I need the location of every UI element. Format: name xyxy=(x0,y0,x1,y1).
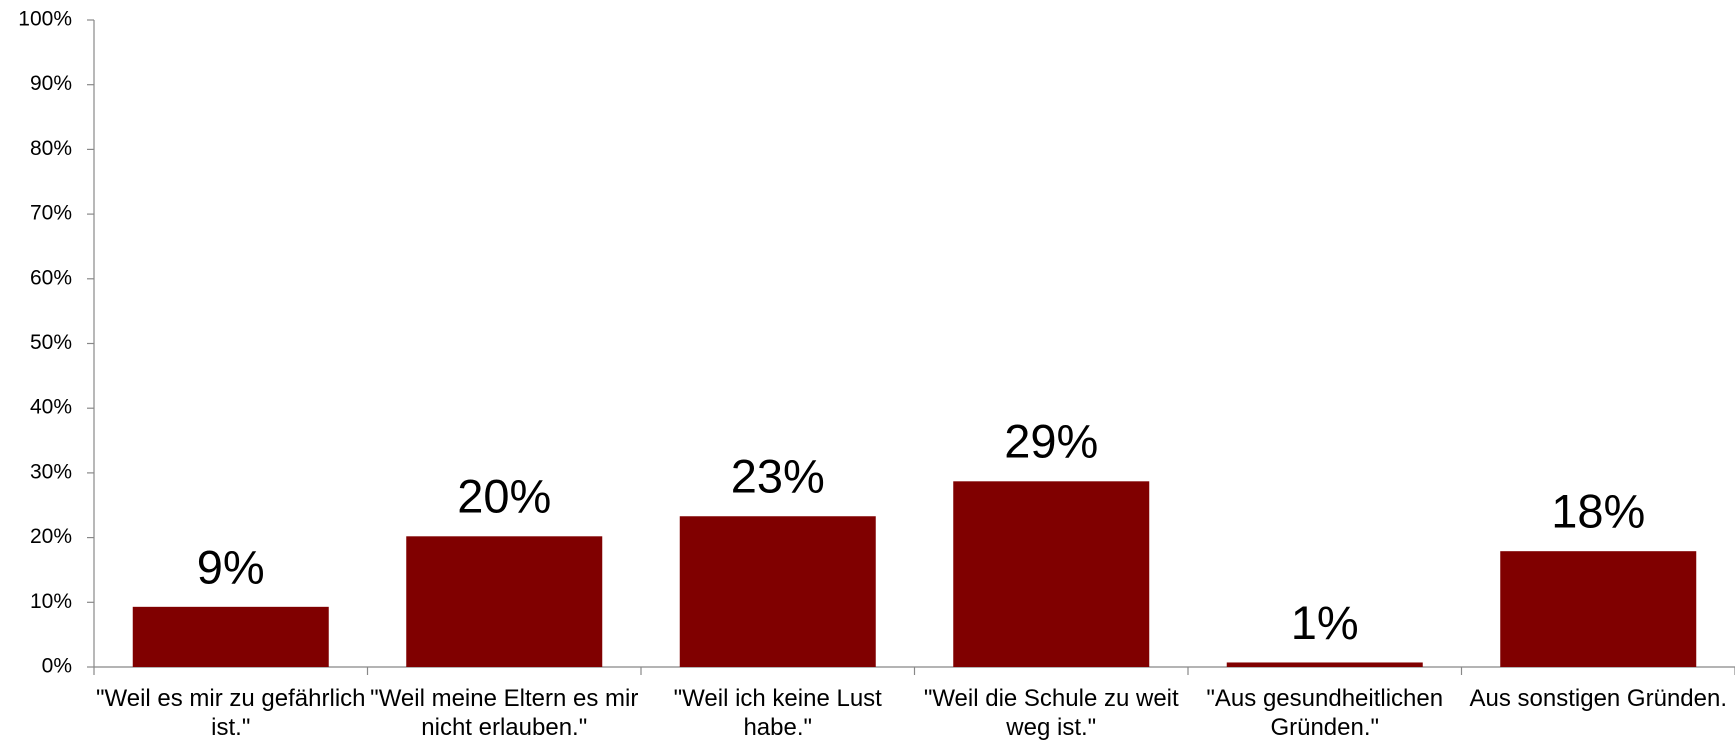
data-label: 29% xyxy=(1004,415,1098,468)
bar xyxy=(132,606,329,667)
y-tick-label: 10% xyxy=(30,590,72,613)
y-tick-label: 70% xyxy=(30,202,72,225)
y-tick-label: 30% xyxy=(30,460,72,483)
y-tick-label: 20% xyxy=(30,525,72,548)
data-label: 18% xyxy=(1551,485,1645,538)
bar xyxy=(406,536,603,667)
data-label: 1% xyxy=(1291,596,1359,649)
data-label: 20% xyxy=(457,470,551,523)
x-tick-label: "Weil ich keine Lust habe." xyxy=(673,685,882,741)
y-tick-label: 0% xyxy=(42,655,72,678)
y-tick-label: 50% xyxy=(30,331,72,354)
data-label: 23% xyxy=(731,450,825,503)
x-tick-label: "Aus gesundheitlichen Gründen." xyxy=(1206,685,1444,741)
x-tick-label: "Weil die Schule zu weit weg ist." xyxy=(923,685,1179,741)
y-tick-label: 60% xyxy=(30,266,72,289)
bar xyxy=(679,516,876,667)
y-tick-label: 80% xyxy=(30,137,72,160)
y-tick-label: 100% xyxy=(18,8,72,31)
bar xyxy=(953,481,1150,667)
x-tick-label: Aus sonstigen Gründen. xyxy=(1469,685,1728,712)
x-tick-label: "Weil es mir zu gefährlich ist." xyxy=(96,685,366,741)
y-tick-label: 90% xyxy=(30,72,72,95)
bar xyxy=(1500,551,1697,667)
bar xyxy=(1226,662,1423,667)
y-tick-label: 40% xyxy=(30,396,72,419)
data-label: 9% xyxy=(197,540,265,593)
x-tick-label: "Weil meine Eltern es mir nicht erlauben… xyxy=(370,685,639,741)
